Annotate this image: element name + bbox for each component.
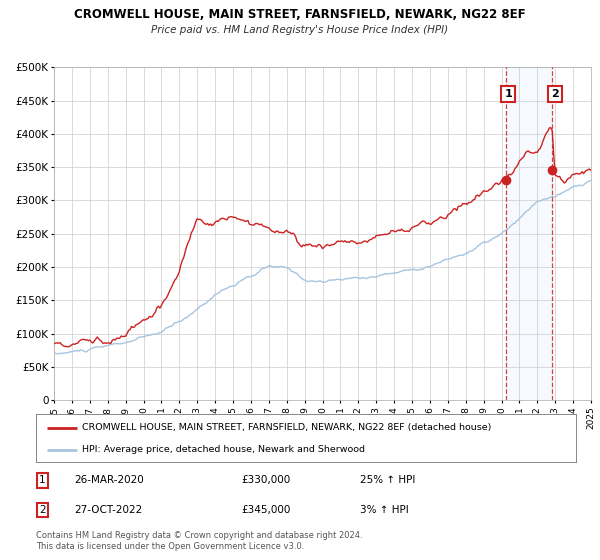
Text: This data is licensed under the Open Government Licence v3.0.: This data is licensed under the Open Gov… xyxy=(36,542,304,551)
Text: 1: 1 xyxy=(39,475,46,486)
Text: £330,000: £330,000 xyxy=(241,475,290,486)
Text: CROMWELL HOUSE, MAIN STREET, FARNSFIELD, NEWARK, NG22 8EF (detached house): CROMWELL HOUSE, MAIN STREET, FARNSFIELD,… xyxy=(82,423,491,432)
Text: 2: 2 xyxy=(39,505,46,515)
Text: CROMWELL HOUSE, MAIN STREET, FARNSFIELD, NEWARK, NG22 8EF: CROMWELL HOUSE, MAIN STREET, FARNSFIELD,… xyxy=(74,8,526,21)
Text: 2: 2 xyxy=(551,89,559,99)
Text: £345,000: £345,000 xyxy=(241,505,290,515)
Text: 3% ↑ HPI: 3% ↑ HPI xyxy=(360,505,409,515)
Bar xyxy=(506,67,552,400)
Text: HPI: Average price, detached house, Newark and Sherwood: HPI: Average price, detached house, Newa… xyxy=(82,445,365,454)
Text: Price paid vs. HM Land Registry's House Price Index (HPI): Price paid vs. HM Land Registry's House … xyxy=(151,25,449,35)
Text: 1: 1 xyxy=(505,89,512,99)
Text: 26-MAR-2020: 26-MAR-2020 xyxy=(74,475,143,486)
Text: Contains HM Land Registry data © Crown copyright and database right 2024.: Contains HM Land Registry data © Crown c… xyxy=(36,531,362,540)
Text: 25% ↑ HPI: 25% ↑ HPI xyxy=(360,475,415,486)
Text: 27-OCT-2022: 27-OCT-2022 xyxy=(74,505,142,515)
